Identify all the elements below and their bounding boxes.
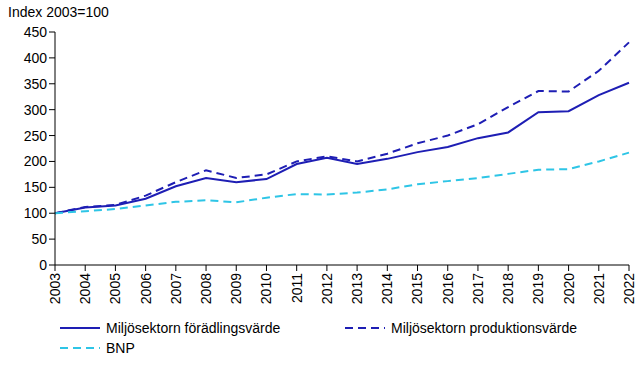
svg-text:2008: 2008 [198, 273, 214, 304]
svg-text:2004: 2004 [77, 273, 93, 304]
svg-text:200: 200 [24, 153, 48, 169]
svg-text:0: 0 [39, 257, 47, 273]
svg-text:2017: 2017 [470, 273, 486, 304]
svg-text:2014: 2014 [379, 273, 395, 304]
svg-text:2018: 2018 [500, 273, 516, 304]
svg-text:100: 100 [24, 205, 48, 221]
svg-text:2022: 2022 [621, 273, 635, 304]
html-text:BNP: BNP [106, 340, 135, 356]
svg-text:150: 150 [24, 179, 48, 195]
svg-text:450: 450 [24, 24, 48, 40]
svg-text:2010: 2010 [258, 273, 274, 304]
html-text:Miljösektorn förädlingsvärde: Miljösektorn förädlingsvärde [106, 320, 281, 336]
html-text:Index 2003=100: Index 2003=100 [8, 4, 109, 20]
svg-text:2007: 2007 [168, 273, 184, 304]
svg-text:50: 50 [31, 231, 47, 247]
svg-text:2013: 2013 [349, 273, 365, 304]
svg-text:400: 400 [24, 50, 48, 66]
svg-text:2009: 2009 [228, 273, 244, 304]
svg-text:2021: 2021 [591, 273, 607, 304]
svg-text:2006: 2006 [138, 273, 154, 304]
svg-text:2005: 2005 [107, 273, 123, 304]
svg-text:250: 250 [24, 128, 48, 144]
svg-text:2019: 2019 [530, 273, 546, 304]
svg-text:350: 350 [24, 76, 48, 92]
html-text:Miljösektorn produktionsvärde: Miljösektorn produktionsvärde [391, 320, 577, 336]
svg-text:2015: 2015 [409, 273, 425, 304]
svg-text:2020: 2020 [561, 273, 577, 304]
svg-text:2011: 2011 [289, 273, 305, 303]
svg-text:2003: 2003 [47, 273, 63, 304]
svg-text:300: 300 [24, 102, 48, 118]
svg-text:2012: 2012 [319, 273, 335, 304]
svg-text:2016: 2016 [440, 273, 456, 304]
